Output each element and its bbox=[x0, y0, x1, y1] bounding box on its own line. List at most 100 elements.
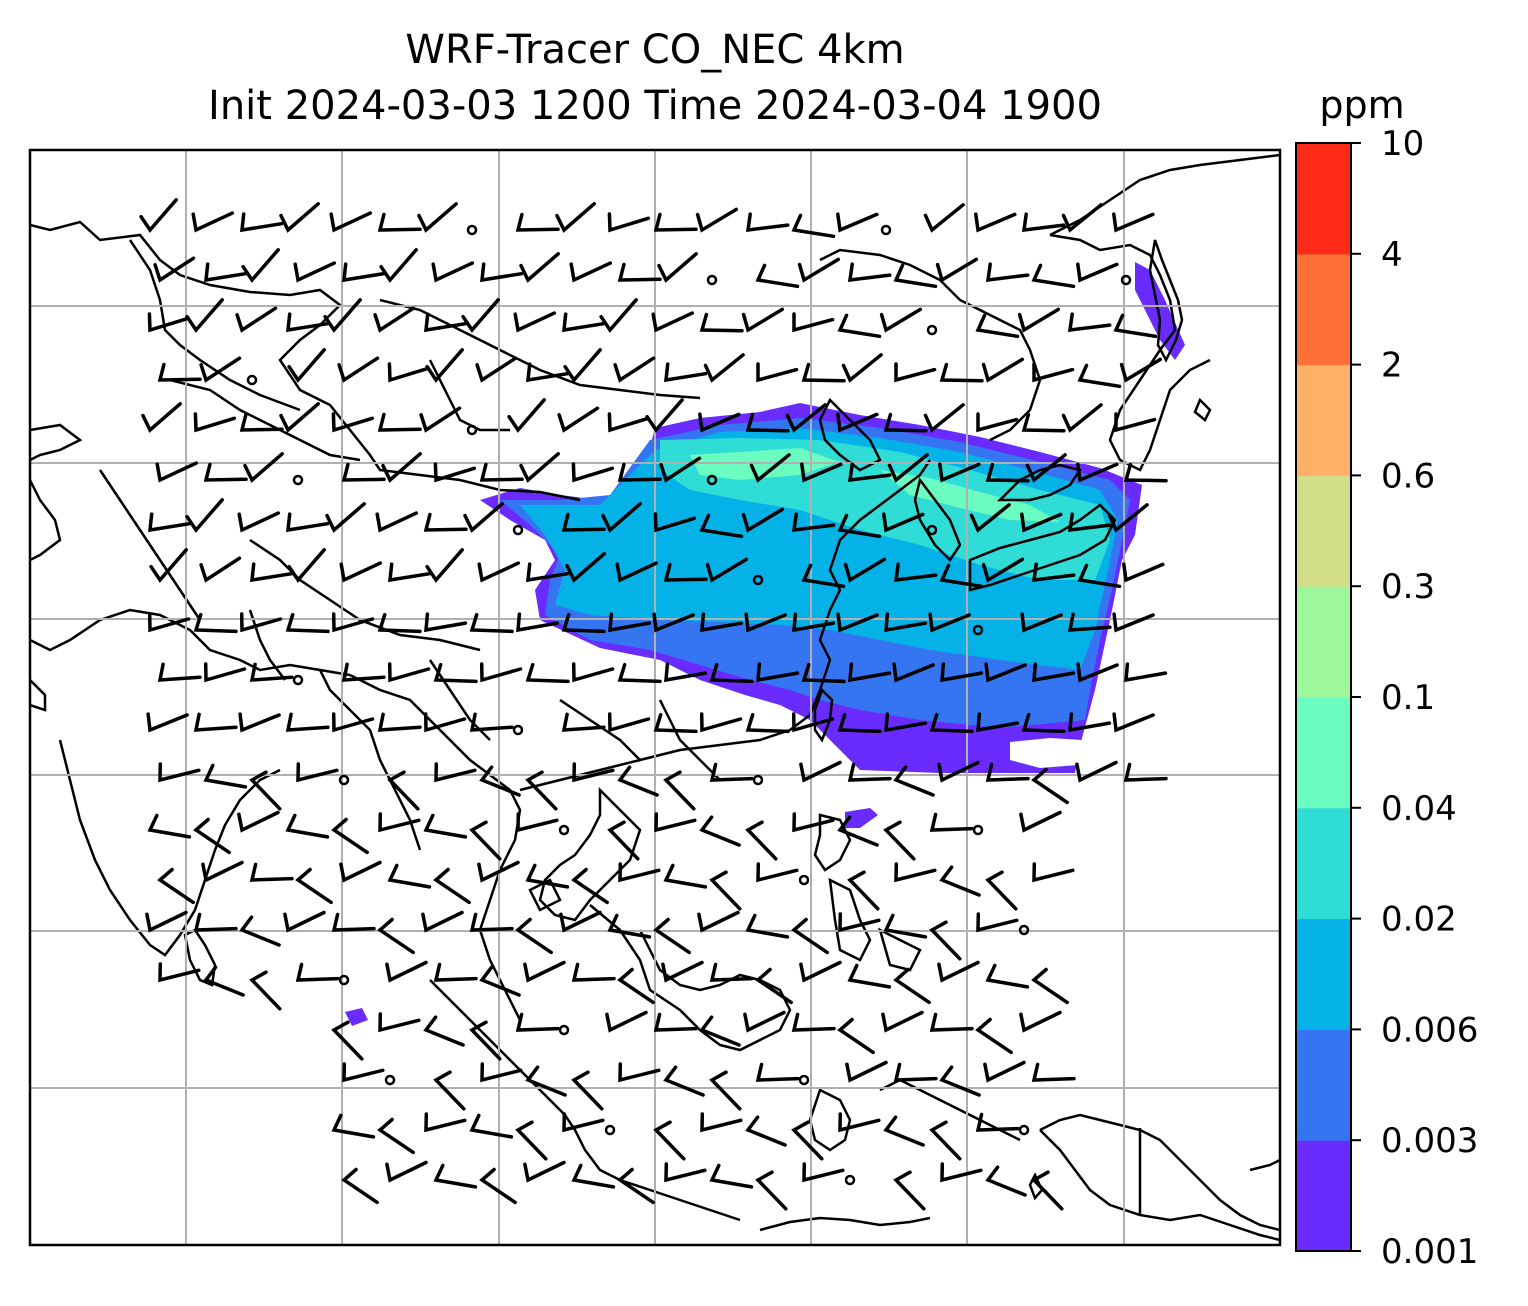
wind-barb bbox=[1021, 212, 1066, 233]
calm-wind-marker bbox=[880, 224, 892, 236]
wind-barb bbox=[697, 910, 740, 933]
wind-barb bbox=[1021, 412, 1066, 433]
wind-barb bbox=[387, 770, 420, 811]
wind-barb bbox=[976, 912, 1019, 933]
wind-barb bbox=[1123, 462, 1168, 483]
wind-barb bbox=[523, 960, 566, 983]
wind-barb bbox=[929, 920, 962, 961]
wind-barb bbox=[879, 307, 923, 333]
wind-barb bbox=[1114, 412, 1157, 433]
wind-barb bbox=[1124, 662, 1168, 683]
colorbar-swatch bbox=[1296, 364, 1351, 476]
wind-barb bbox=[613, 356, 656, 383]
wind-barb bbox=[571, 662, 615, 683]
calm-wind-marker bbox=[1120, 274, 1132, 286]
wind-barb bbox=[385, 1160, 428, 1183]
calm-wind-marker bbox=[292, 674, 304, 686]
wind-barb bbox=[423, 1015, 465, 1047]
wind-barb bbox=[617, 967, 655, 1005]
colorbar-swatch bbox=[1296, 807, 1351, 920]
wind-barb bbox=[756, 862, 799, 883]
plume-gap bbox=[1010, 738, 1082, 768]
wind-barb bbox=[792, 312, 835, 333]
wind-barb bbox=[935, 257, 979, 283]
map-title: WRF-Tracer CO_NEC 4km bbox=[405, 27, 905, 73]
wind-barb bbox=[203, 763, 248, 789]
wind-barb bbox=[421, 910, 464, 933]
wind-barb bbox=[203, 462, 248, 482]
wind-barb bbox=[745, 712, 790, 734]
wind-barb bbox=[755, 967, 793, 1005]
wind-barb bbox=[237, 511, 281, 533]
calm-wind-marker bbox=[926, 524, 938, 536]
wind-barb bbox=[287, 348, 326, 383]
wind-barb bbox=[800, 462, 843, 483]
wind-barb bbox=[525, 863, 570, 889]
wind-barb bbox=[709, 762, 754, 782]
colorbar-swatch bbox=[1296, 143, 1351, 255]
wind-barb bbox=[847, 462, 892, 483]
wind-barb bbox=[377, 412, 422, 432]
wind-barb bbox=[158, 962, 201, 983]
calm-wind-marker bbox=[466, 424, 478, 436]
wind-barb bbox=[618, 1062, 661, 1083]
wind-barb bbox=[984, 662, 1027, 683]
wind-barb bbox=[431, 261, 475, 283]
wind-barb bbox=[377, 917, 415, 955]
wind-barb bbox=[607, 212, 651, 233]
wind-barb bbox=[285, 813, 330, 839]
wind-barb bbox=[339, 561, 383, 583]
wind-barb bbox=[572, 762, 615, 783]
wind-barb bbox=[331, 412, 375, 433]
wind-barb bbox=[745, 1115, 787, 1147]
wind-barb bbox=[745, 820, 778, 861]
calm-wind-marker bbox=[558, 1024, 570, 1036]
wind-barb bbox=[250, 562, 294, 583]
wind-barb bbox=[695, 207, 739, 233]
calm-wind-marker bbox=[972, 624, 984, 636]
wind-barb bbox=[287, 548, 326, 583]
wind-barb bbox=[1031, 263, 1076, 289]
wind-barb bbox=[652, 612, 695, 633]
wind-barb bbox=[424, 1112, 467, 1133]
wind-barb bbox=[664, 662, 708, 683]
wind-barb bbox=[605, 1010, 648, 1033]
wind-barb bbox=[1077, 363, 1122, 389]
wind-barb bbox=[155, 461, 199, 483]
wind-barb bbox=[185, 298, 224, 333]
wind-barb bbox=[480, 1062, 523, 1083]
wind-barb bbox=[1061, 403, 1103, 433]
wind-barb bbox=[654, 812, 697, 833]
wind-barb bbox=[479, 965, 521, 997]
wind-barb bbox=[893, 263, 938, 289]
wind-barb bbox=[525, 1065, 567, 1097]
wind-barb bbox=[523, 1160, 566, 1183]
wind-barb bbox=[756, 662, 800, 683]
wind-barb bbox=[741, 307, 785, 333]
wind-barb bbox=[645, 398, 684, 433]
wind-barb bbox=[561, 512, 606, 532]
wind-barb bbox=[837, 313, 882, 339]
calm-wind-marker bbox=[1018, 1124, 1030, 1136]
wind-barb bbox=[802, 1162, 845, 1183]
wind-barb bbox=[378, 1012, 421, 1033]
wind-barb bbox=[479, 765, 521, 797]
calm-wind-marker bbox=[604, 1124, 616, 1136]
wind-barb bbox=[286, 512, 330, 533]
wind-barb bbox=[193, 412, 237, 433]
wind-barb bbox=[433, 1163, 478, 1189]
wind-barb bbox=[847, 262, 892, 283]
calm-wind-marker bbox=[926, 324, 938, 336]
wind-barb bbox=[237, 810, 280, 833]
wind-barb bbox=[883, 820, 916, 861]
wind-barb bbox=[469, 612, 514, 634]
wind-barb bbox=[279, 202, 320, 233]
wind-barb bbox=[975, 1112, 1020, 1132]
wind-barb bbox=[791, 917, 829, 955]
wind-barb bbox=[608, 612, 652, 633]
wind-barb bbox=[147, 312, 191, 333]
wind-barb bbox=[199, 356, 242, 383]
wind-barb bbox=[607, 820, 640, 861]
wind-barb bbox=[985, 762, 1030, 782]
